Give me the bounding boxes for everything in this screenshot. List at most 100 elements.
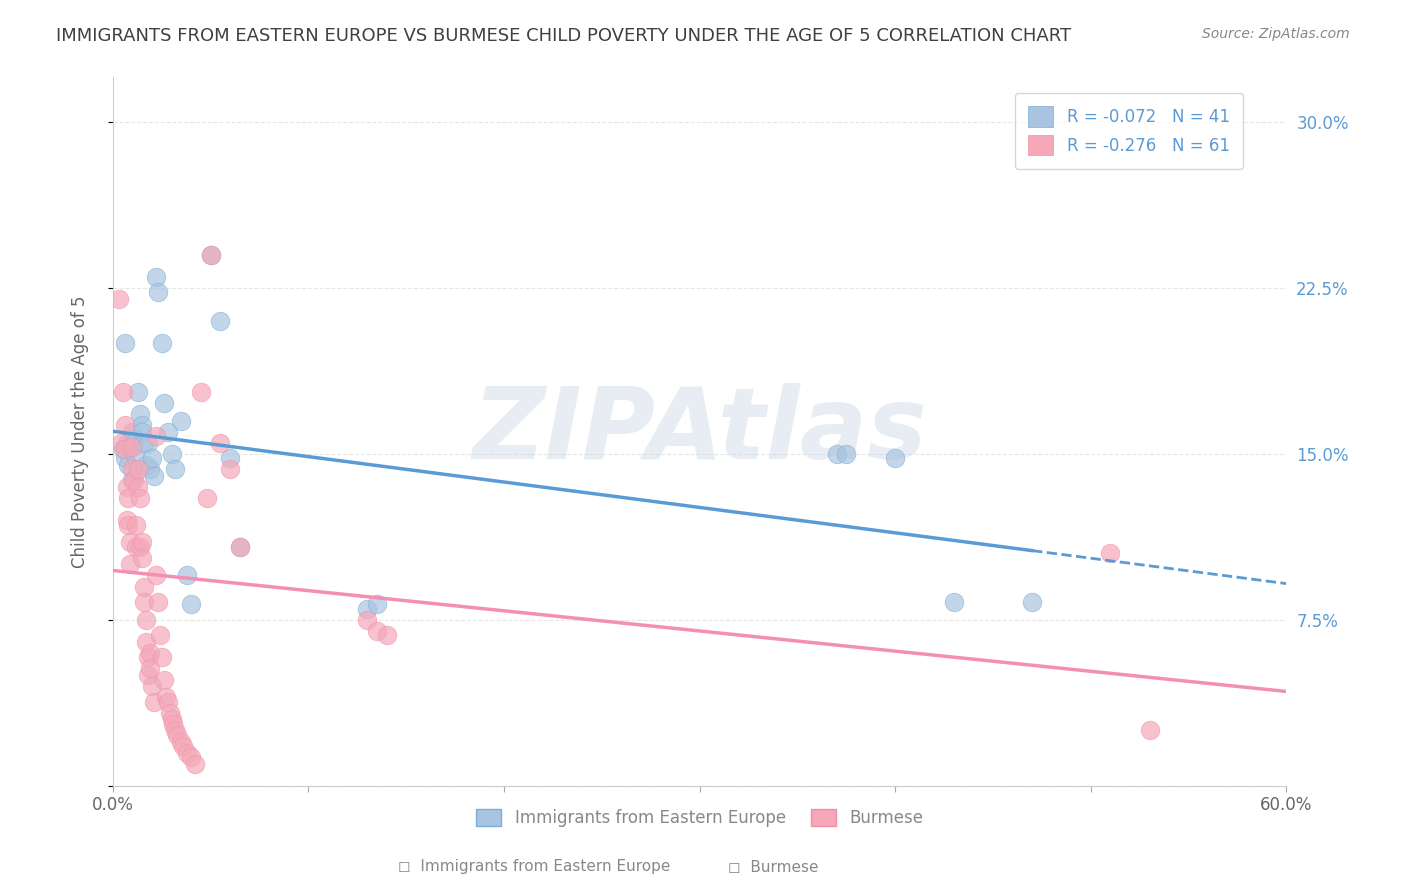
Point [111, 384, 134, 399]
Point [129, 491, 152, 505]
Point [111, 442, 134, 457]
Point [135, 635, 157, 649]
Point [146, 595, 169, 609]
Point [942, 595, 965, 609]
Point [150, 650, 173, 665]
Point [134, 595, 156, 609]
Point [129, 540, 152, 554]
Point [229, 540, 252, 554]
Point [136, 435, 159, 450]
Point [136, 668, 159, 682]
Point [117, 517, 139, 532]
Point [125, 451, 148, 466]
Point [149, 628, 172, 642]
Point [1099, 546, 1122, 560]
Point [160, 447, 183, 461]
Point [115, 513, 138, 527]
Point [219, 462, 242, 476]
Point [139, 462, 162, 476]
Point [1021, 595, 1043, 609]
Point [152, 396, 174, 410]
Point [200, 247, 222, 261]
Point [209, 314, 232, 328]
Point [129, 407, 152, 421]
Point [127, 384, 149, 399]
Point [135, 458, 157, 472]
Point [136, 650, 159, 665]
Point [180, 597, 202, 611]
Point [134, 435, 156, 450]
Point [219, 451, 242, 466]
Point [107, 292, 129, 306]
Point [139, 646, 162, 660]
Point [121, 473, 143, 487]
Point [366, 597, 388, 611]
Point [131, 417, 153, 432]
Point [114, 451, 136, 466]
Point [165, 462, 187, 476]
Point [166, 728, 188, 742]
Point [835, 447, 858, 461]
Point [115, 480, 138, 494]
Point [162, 716, 184, 731]
Point [145, 269, 167, 284]
Point [160, 712, 183, 726]
Point [121, 462, 143, 476]
Point [152, 673, 174, 687]
Point [195, 491, 218, 505]
Point [120, 535, 142, 549]
Point [176, 746, 198, 760]
Point [184, 756, 207, 771]
Point [170, 413, 193, 427]
Point [127, 462, 149, 476]
Text: ◻  Immigrants from Eastern Europe: ◻ Immigrants from Eastern Europe [398, 859, 671, 874]
Point [120, 558, 142, 572]
Point [115, 435, 138, 450]
Point [124, 435, 146, 450]
Point [165, 723, 187, 738]
Point [131, 535, 153, 549]
Point [117, 491, 139, 505]
Text: ◻  Burmese: ◻ Burmese [728, 859, 818, 874]
Point [145, 429, 167, 443]
Point [139, 661, 162, 675]
Point [884, 451, 907, 466]
Point [114, 417, 136, 432]
Point [142, 469, 165, 483]
Point [156, 695, 179, 709]
Point [356, 601, 378, 615]
Y-axis label: Child Poverty Under the Age of 5: Child Poverty Under the Age of 5 [72, 295, 89, 568]
Point [155, 690, 177, 705]
Point [375, 628, 398, 642]
Point [170, 734, 193, 748]
Point [209, 435, 232, 450]
Point [356, 613, 378, 627]
Point [172, 739, 194, 753]
Point [127, 480, 149, 494]
Point [366, 624, 388, 638]
Point [114, 442, 136, 457]
Point [146, 285, 169, 300]
Point [190, 384, 212, 399]
Point [124, 473, 146, 487]
Point [1139, 723, 1161, 738]
Point [141, 451, 163, 466]
Point [120, 440, 142, 454]
Point [121, 425, 143, 439]
Point [176, 568, 198, 582]
Point [125, 517, 148, 532]
Text: ZIPAtlas: ZIPAtlas [472, 383, 927, 480]
Point [114, 336, 136, 351]
Point [141, 679, 163, 693]
Point [131, 425, 153, 439]
Point [150, 336, 173, 351]
Point [110, 435, 132, 450]
Point [825, 447, 848, 461]
Point [125, 540, 148, 554]
Text: Source: ZipAtlas.com: Source: ZipAtlas.com [1202, 27, 1350, 41]
Point [134, 580, 156, 594]
Point [200, 247, 222, 261]
Point [131, 550, 153, 565]
Point [145, 568, 167, 582]
Point [156, 425, 179, 439]
